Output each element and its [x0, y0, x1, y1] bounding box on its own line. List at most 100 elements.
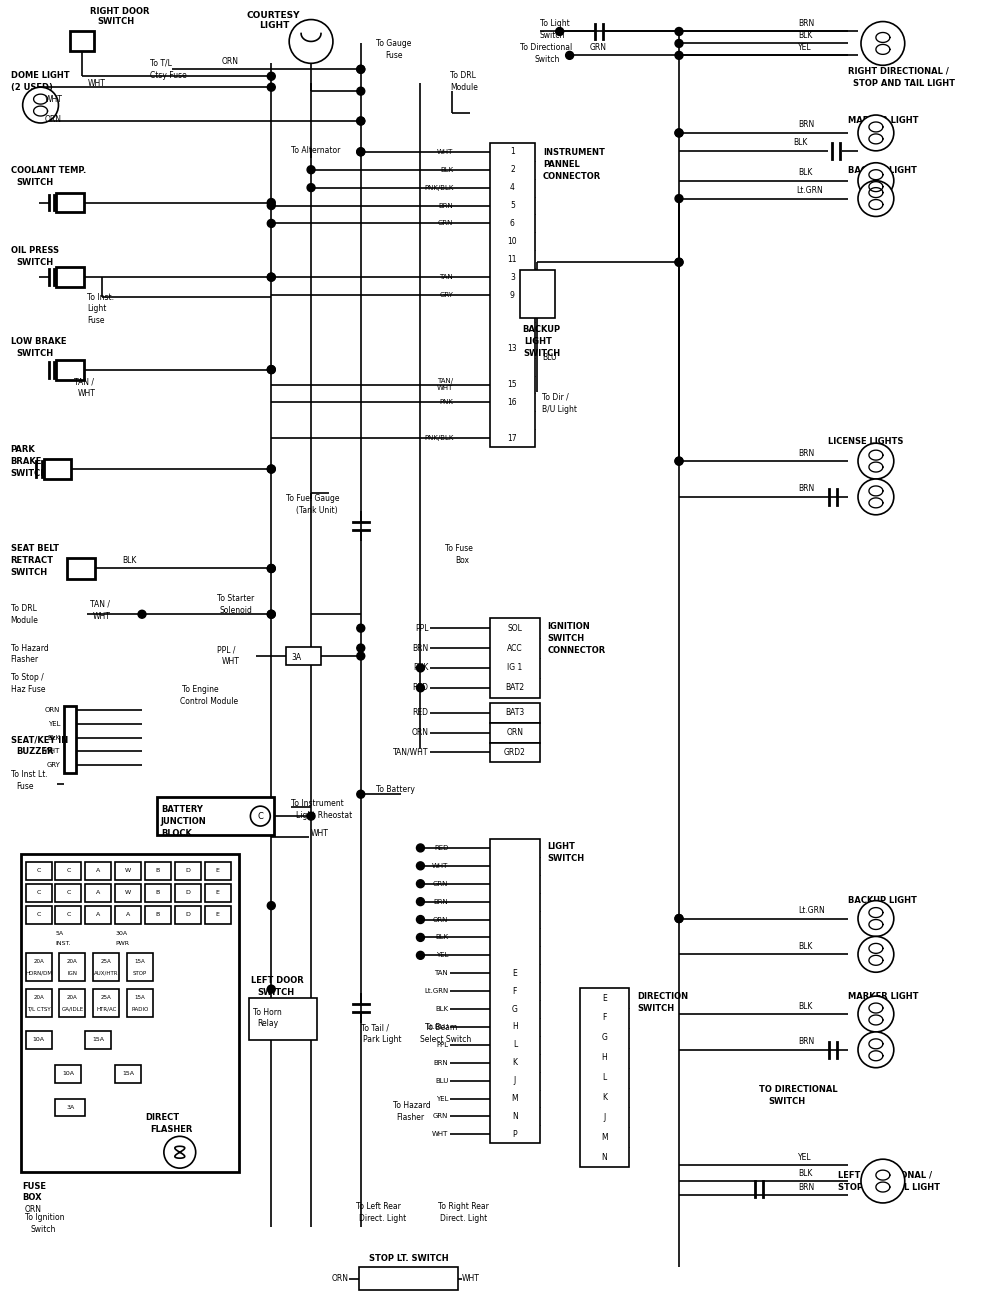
Circle shape: [267, 610, 275, 618]
Text: Flasher: Flasher: [397, 1113, 425, 1122]
Text: PNK/BLK: PNK/BLK: [424, 185, 453, 191]
Bar: [56, 267, 84, 286]
Bar: [26, 862, 52, 880]
Text: ORN: ORN: [506, 728, 523, 737]
Text: Ctsy Fuse: Ctsy Fuse: [150, 71, 187, 80]
Text: LEFT DIRECTIONAL /: LEFT DIRECTIONAL /: [838, 1171, 932, 1180]
Text: E: E: [216, 869, 220, 874]
Circle shape: [307, 166, 315, 173]
Bar: [85, 862, 111, 880]
Text: W: W: [125, 890, 131, 895]
Circle shape: [675, 457, 683, 465]
Text: 9: 9: [510, 290, 515, 300]
Text: 20A: 20A: [33, 959, 44, 963]
Text: A: A: [126, 912, 130, 917]
Text: WHT: WHT: [44, 749, 60, 754]
Text: STOP AND TAIL LIGHT: STOP AND TAIL LIGHT: [838, 1183, 940, 1192]
Text: PNK/BLK: PNK/BLK: [424, 435, 453, 442]
Text: BLK: BLK: [122, 556, 136, 565]
Bar: [44, 459, 71, 480]
Text: D: D: [185, 869, 190, 874]
Text: A: A: [96, 890, 100, 895]
Text: BLOCK: BLOCK: [161, 829, 192, 837]
Bar: [520, 271, 555, 318]
Text: STOP AND TAIL LIGHT: STOP AND TAIL LIGHT: [853, 79, 955, 88]
Circle shape: [307, 812, 315, 820]
Circle shape: [267, 273, 275, 281]
Text: ORN: ORN: [433, 917, 448, 922]
Text: To Fuel Gauge: To Fuel Gauge: [286, 494, 340, 503]
Text: C: C: [257, 812, 263, 821]
Text: GA/IDLE: GA/IDLE: [61, 1007, 83, 1012]
Text: Select Switch: Select Switch: [420, 1035, 472, 1045]
Text: GRN: GRN: [590, 43, 607, 53]
Circle shape: [416, 844, 424, 851]
Text: To Left Rear: To Left Rear: [356, 1202, 401, 1212]
Circle shape: [858, 116, 894, 151]
Text: BLK: BLK: [798, 32, 813, 39]
Text: Direct. Light: Direct. Light: [359, 1214, 406, 1223]
Text: SWITCH: SWITCH: [11, 469, 48, 477]
Text: YEL: YEL: [436, 953, 448, 958]
Circle shape: [675, 259, 683, 267]
Text: C: C: [36, 890, 41, 895]
Bar: [93, 989, 119, 1017]
Text: C: C: [36, 912, 41, 917]
Text: To Inst Lt.: To Inst Lt.: [11, 770, 47, 779]
Circle shape: [357, 117, 365, 125]
Text: Light: Light: [87, 305, 107, 314]
Circle shape: [858, 1031, 894, 1068]
Bar: [127, 954, 153, 982]
Text: PNK: PNK: [439, 399, 453, 406]
Circle shape: [858, 900, 894, 937]
Text: Fuse: Fuse: [87, 317, 105, 326]
Text: C: C: [66, 912, 71, 917]
Text: 15A: 15A: [135, 995, 145, 1000]
Text: 16: 16: [508, 398, 517, 407]
Text: TO DIRECTIONAL: TO DIRECTIONAL: [759, 1085, 837, 1095]
Text: To DRL: To DRL: [11, 603, 37, 612]
Text: YEL: YEL: [48, 720, 60, 727]
Text: A: A: [96, 912, 100, 917]
Text: SWITCH: SWITCH: [17, 258, 54, 267]
Circle shape: [267, 365, 275, 373]
Text: 15: 15: [508, 380, 517, 389]
Text: Lt.BLU: Lt.BLU: [426, 1024, 448, 1030]
Text: SWITCH: SWITCH: [17, 179, 54, 187]
Circle shape: [858, 480, 894, 515]
Text: E: E: [216, 890, 220, 895]
Text: GRN: GRN: [433, 880, 448, 887]
Text: BLU: BLU: [542, 353, 557, 363]
Text: MARKER LIGHT: MARKER LIGHT: [848, 992, 919, 1000]
Text: TAN /: TAN /: [90, 599, 110, 608]
Circle shape: [357, 148, 365, 156]
Text: D: D: [185, 912, 190, 917]
Bar: [115, 862, 141, 880]
Bar: [490, 143, 535, 447]
Text: To Fuse: To Fuse: [445, 544, 473, 553]
Text: 3A: 3A: [291, 653, 301, 662]
Text: 17: 17: [508, 434, 517, 443]
Text: ORN: ORN: [332, 1275, 349, 1282]
Text: To Instrument: To Instrument: [291, 799, 344, 808]
Text: PPL: PPL: [415, 624, 428, 632]
Text: To Dir /: To Dir /: [542, 393, 569, 402]
Text: SWITCH: SWITCH: [548, 854, 585, 863]
Text: Lt.GRN: Lt.GRN: [798, 907, 825, 915]
Text: LIGHT: LIGHT: [259, 21, 290, 30]
Text: BOX: BOX: [23, 1193, 42, 1202]
Text: JUNCTION: JUNCTION: [161, 816, 207, 825]
Text: STOP LT. SWITCH: STOP LT. SWITCH: [369, 1254, 448, 1263]
Circle shape: [267, 273, 275, 281]
Bar: [70, 32, 94, 51]
Text: SWITCH: SWITCH: [11, 568, 48, 577]
Text: B/U Light: B/U Light: [542, 405, 577, 414]
Text: BLU: BLU: [435, 1077, 448, 1084]
Bar: [55, 1099, 85, 1117]
Circle shape: [250, 807, 270, 827]
Bar: [85, 884, 111, 901]
Text: HORN/DM: HORN/DM: [25, 971, 52, 976]
Text: GRN: GRN: [438, 221, 453, 226]
Text: To Stop /: To Stop /: [11, 673, 43, 682]
Text: BATTERY: BATTERY: [161, 804, 203, 813]
